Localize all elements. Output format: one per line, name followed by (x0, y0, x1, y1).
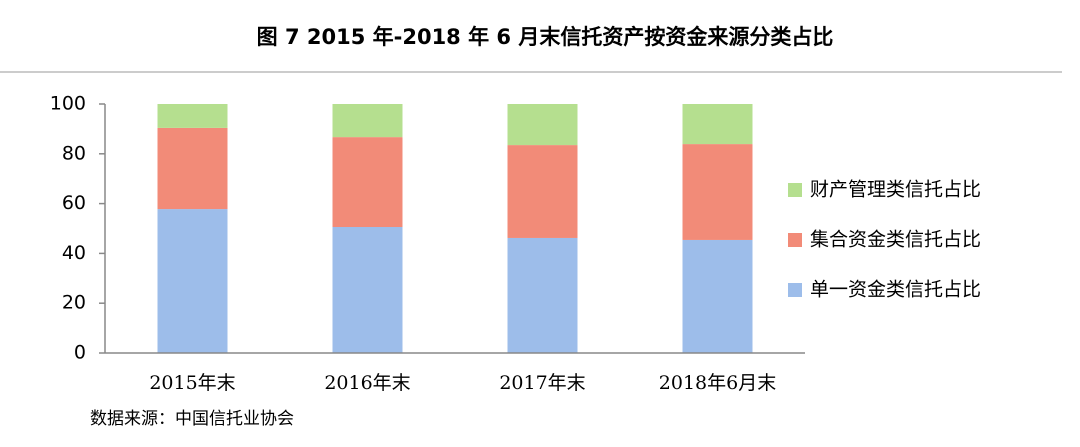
legend-label: 财产管理类信托占比 (810, 179, 981, 201)
chart-title: 图 7 2015 年-2018 年 6 月末信托资产按资金来源分类占比 (257, 25, 834, 49)
y-tick-label: 40 (62, 242, 86, 264)
bar-segment (157, 104, 228, 128)
bar-segment (507, 104, 578, 146)
bar-segment (507, 237, 578, 353)
bar-segment (332, 227, 403, 353)
bar-segment (682, 104, 753, 145)
legend-label: 集合资金类信托占比 (810, 229, 981, 251)
legend-swatch (788, 233, 802, 247)
x-tick-label: 2015年末 (149, 372, 235, 394)
bar-segment (332, 137, 403, 228)
bar-segment (507, 145, 578, 238)
source-note: 数据来源：中国信托业协会 (90, 409, 294, 429)
x-tick-label: 2016年末 (324, 372, 410, 394)
bar-segment (332, 104, 403, 138)
bar-segment (682, 239, 753, 353)
x-tick-label: 2017年末 (499, 372, 585, 394)
bar-segment (157, 127, 228, 210)
y-tick-label: 20 (62, 292, 86, 314)
y-tick-label: 100 (50, 93, 86, 115)
legend-label: 单一资金类信托占比 (810, 279, 981, 301)
y-tick-label: 0 (74, 342, 86, 364)
y-tick-label: 80 (62, 142, 86, 164)
bar-segment (682, 144, 753, 240)
legend-swatch (788, 283, 802, 297)
x-tick-label: 2018年6月末 (659, 372, 776, 394)
y-tick-label: 60 (62, 192, 86, 214)
legend-swatch (788, 183, 802, 197)
bar-segment (157, 209, 228, 353)
